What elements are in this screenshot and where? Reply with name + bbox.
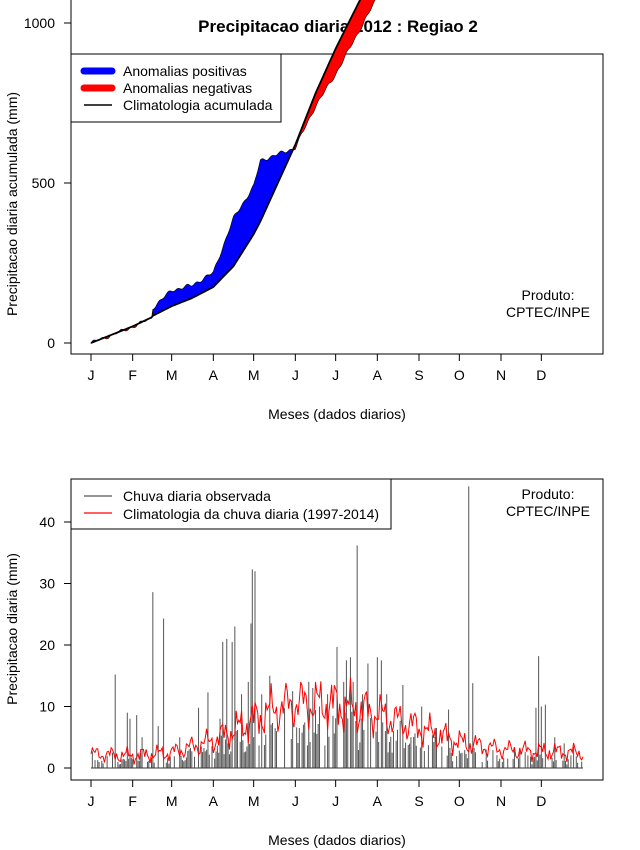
climatology-series [90,677,584,765]
x-tick-label: M [248,367,260,383]
x-tick-label: D [536,367,546,383]
x-tick-label: J [292,367,299,383]
x-tick-label: J [292,793,299,809]
x-axis-label: Meses (dados diarios) [268,406,406,422]
climatology-daily-line [90,677,584,765]
y-tick-label: 20 [39,637,55,653]
product-label-line1: Produto: [522,287,575,303]
legend-box [70,478,392,530]
climatology-cumulative-line [90,0,362,344]
y-tick-label: 30 [39,576,55,592]
x-tick-label: F [128,793,137,809]
x-tick-label: F [128,367,137,383]
legend-entry-negative: Anomalias negativas [123,80,252,96]
y-axis: 0 10 20 30 40 [39,514,72,776]
x-tick-label: A [209,367,219,383]
x-tick-label: J [88,793,95,809]
x-tick-label: M [166,367,178,383]
legend: Anomalias positivas Anomalias negativas … [70,53,282,123]
x-tick-label: S [414,367,423,383]
x-tick-label: M [248,793,260,809]
product-label-line1: Produto: [522,486,575,502]
y-tick-label: 10 [39,699,55,715]
y-tick-label: 0 [47,760,55,776]
y-tick-label: 0 [47,335,55,351]
x-tick-label: O [454,793,465,809]
x-tick-label: J [88,367,95,383]
legend-box [70,53,282,123]
x-tick-label: N [496,793,506,809]
chart-title: Precipitacao diaria 2012 : Regiao 2 [198,17,478,36]
legend-entry-climatology: Climatologia acumulada [123,97,273,113]
x-tick-label: A [373,367,383,383]
x-tick-label: J [332,367,339,383]
x-tick-label: D [536,793,546,809]
x-axis-label: Meses (dados diarios) [268,832,406,848]
legend-entry-positive: Anomalias positivas [123,63,247,79]
y-tick-label: 1000 [24,15,55,31]
x-tick-label: J [332,793,339,809]
product-label-line2: CPTEC/INPE [506,304,590,320]
x-tick-label: S [414,793,423,809]
y-tick-label: 40 [39,514,55,530]
y-tick-label: 500 [32,175,56,191]
legend: Chuva diaria observada Climatologia da c… [70,478,392,530]
x-tick-label: A [373,793,383,809]
y-axis: 050010001500 [24,0,72,351]
x-tick-label: O [454,367,465,383]
negative-anomaly-area [293,0,376,151]
x-tick-label: N [496,367,506,383]
x-tick-label: A [209,793,219,809]
x-tick-label: M [166,793,178,809]
y-axis-label: Precipitacao diaria acumulada (mm) [4,92,20,316]
product-label-line2: CPTEC/INPE [506,503,590,519]
y-axis-label: Precipitacao diaria (mm) [4,553,20,705]
positive-anomaly-area [152,147,295,317]
legend-entry-climatology: Climatologia da chuva diaria (1997-2014) [123,506,379,522]
anomaly-area-group [90,0,376,344]
legend-entry-observed: Chuva diaria observada [123,488,271,504]
panel-daily: 0 10 20 30 40 J F M A M J J A S O N D Meses (dados diar… [4,478,604,848]
